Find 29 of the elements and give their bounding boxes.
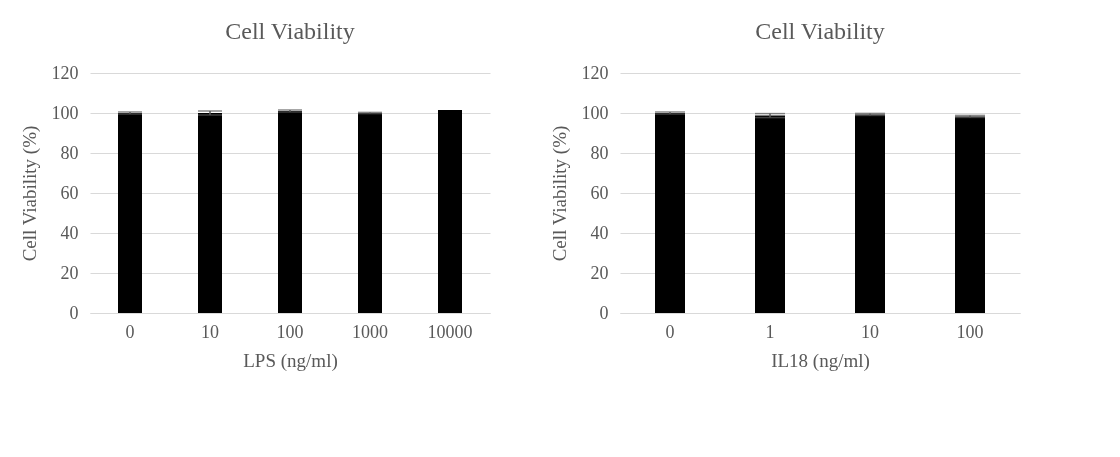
- chart-title: Cell Viability: [225, 18, 355, 44]
- y-tick-label: 120: [51, 62, 79, 83]
- chart-title: Cell Viability: [755, 18, 885, 44]
- y-axis-title: Cell Viability (%): [548, 125, 571, 262]
- y-tick-label: 60: [60, 182, 79, 203]
- x-axis-title: IL18 (ng/ml): [771, 349, 870, 372]
- y-tick-label: 20: [590, 262, 609, 283]
- x-tick-label: 100: [276, 321, 304, 342]
- y-tick-label: 20: [60, 262, 79, 283]
- y-tick-label: 100: [581, 102, 609, 123]
- y-tick-label: 100: [51, 102, 79, 123]
- y-axis-title: Cell Viability (%): [18, 125, 41, 262]
- y-tick-label: 60: [590, 182, 609, 203]
- x-tick-label: 0: [665, 321, 675, 342]
- x-tick-label: 10: [201, 321, 219, 342]
- y-tick-label: 80: [590, 142, 609, 163]
- y-tick-label: 0: [69, 302, 79, 323]
- x-tick-label: 1000: [352, 321, 388, 342]
- y-tick-label: 80: [60, 142, 79, 163]
- x-axis-title: LPS (ng/ml): [243, 349, 338, 372]
- y-tick-label: 40: [590, 222, 609, 243]
- y-tick-label: 120: [581, 62, 609, 83]
- x-tick-label: 0: [125, 321, 135, 342]
- x-tick-label: 10000: [427, 321, 473, 342]
- x-tick-label: 10: [861, 321, 879, 342]
- x-tick-label: 1: [765, 321, 775, 342]
- y-tick-label: 40: [60, 222, 79, 243]
- y-tick-label: 0: [599, 302, 609, 323]
- x-tick-label: 100: [956, 321, 984, 342]
